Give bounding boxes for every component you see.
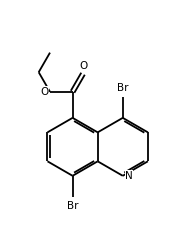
Text: O: O <box>79 61 87 71</box>
Text: O: O <box>40 87 49 97</box>
Text: Br: Br <box>67 201 78 211</box>
Text: Br: Br <box>117 83 128 93</box>
Text: N: N <box>125 171 133 181</box>
